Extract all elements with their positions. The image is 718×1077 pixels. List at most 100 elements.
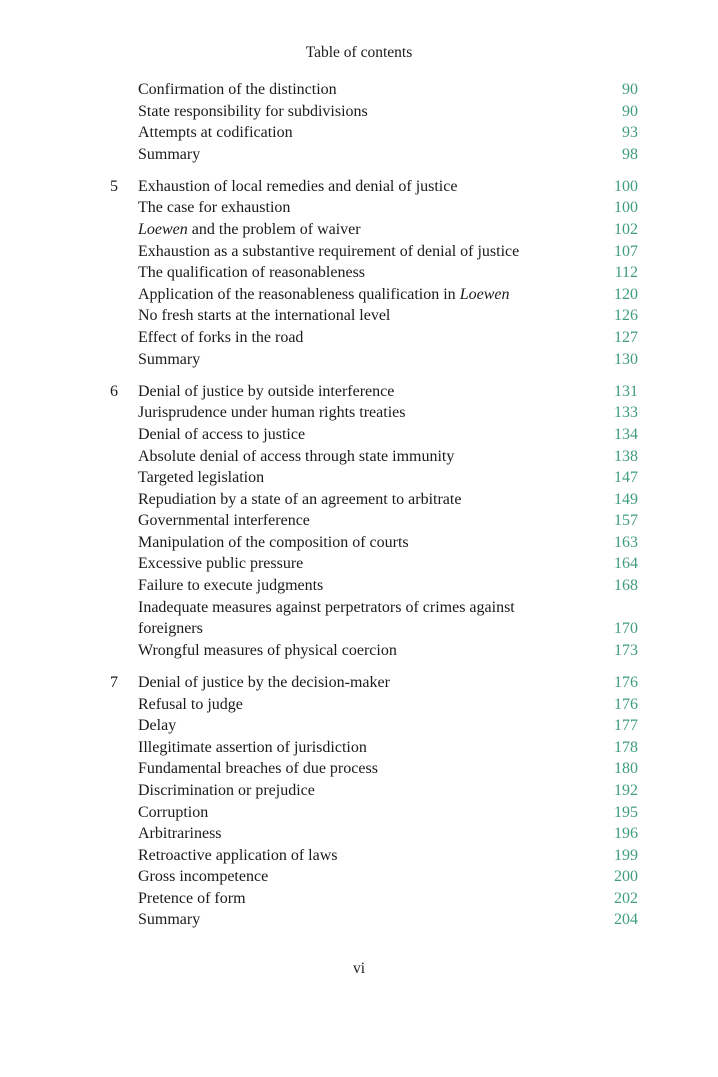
page-number-link[interactable]: 176 [614,673,638,691]
toc-entry[interactable]: Summary 204 [0,909,718,931]
page-number-link[interactable]: 98 [622,145,638,163]
toc-entry[interactable]: Illegitimate assertion of jurisdiction 17… [0,737,718,759]
toc-entry[interactable]: Summary 130 [0,349,718,371]
toc-entry[interactable]: Fundamental breaches of due process 180 [0,758,718,780]
entry-text: Application of the reasonableness qualif… [138,285,460,303]
page-number-link[interactable]: 168 [614,577,638,595]
entry-title: Refusal to judge [138,694,588,716]
toc-entry[interactable]: Governmental interference 157 [0,510,718,532]
toc-entry[interactable]: The qualification of reasonableness 112 [0,262,718,284]
page-number-link[interactable]: 90 [622,102,638,120]
page-number-link[interactable]: 202 [614,889,638,907]
page-number-link[interactable]: 199 [614,846,638,864]
entry-text: Repudiation by a state of an agreement t… [138,490,462,508]
page-number-link[interactable]: 102 [614,221,638,239]
entry-title: Inadequate measures against perpetrators… [138,597,588,640]
entry-text: Illegitimate assertion of jurisdiction [138,738,367,756]
page-number-link[interactable]: 112 [614,264,638,282]
toc-entry[interactable]: Inadequate measures against perpetrators… [0,597,718,640]
toc-entry[interactable]: Corruption 195 [0,802,718,824]
entry-title: Wrongful measures of physical coercion [138,640,588,662]
toc-entry[interactable]: 7 Denial of justice by the decision-maker… [0,672,718,694]
toc-entry[interactable]: Summary 98 [0,144,718,166]
toc-entry[interactable]: Denial of access to justice 134 [0,424,718,446]
toc-entry[interactable]: Excessive public pressure 164 [0,553,718,575]
toc-entry[interactable]: Exhaustion as a substantive requirement … [0,241,718,263]
toc-entry[interactable]: Attempts at codification 93 [0,122,718,144]
toc-entry[interactable]: Delay 177 [0,715,718,737]
toc-entry[interactable]: Confirmation of the distinction 90 [0,79,718,101]
toc-entry[interactable]: Wrongful measures of physical coercion 17… [0,640,718,662]
page-number-link[interactable]: 173 [614,641,638,659]
page-number-link[interactable]: 176 [614,695,638,713]
toc-entry[interactable]: 6 Denial of justice by outside interferen… [0,381,718,403]
page-number-link[interactable]: 192 [614,781,638,799]
entry-title: Denial of justice by the decision-maker [138,672,588,694]
entry-text: Failure to execute judgments [138,577,324,595]
entry-title: The qualification of reasonableness [138,262,588,284]
toc-entry[interactable]: Refusal to judge 176 [0,694,718,716]
page-number-link[interactable]: 107 [614,242,638,260]
entry-text: Corruption [138,803,209,821]
entry-text: Refusal to judge [138,695,243,713]
page-number-link[interactable]: 93 [622,124,638,142]
toc-entry[interactable]: Arbitrariness 196 [0,823,718,845]
page-number-link[interactable]: 131 [614,382,638,400]
toc-entry[interactable]: Discrimination or prejudice 192 [0,780,718,802]
entry-text: Delay [138,717,177,735]
toc-entry[interactable]: Loewen and the problem of waiver 102 [0,219,718,241]
page-number-link[interactable]: 130 [614,350,638,368]
toc-entry[interactable]: Effect of forks in the road 127 [0,327,718,349]
toc-entry[interactable]: State responsibility for subdivisions 90 [0,101,718,123]
toc-entry[interactable]: The case for exhaustion 100 [0,197,718,219]
entry-text: The qualification of reasonableness [138,264,366,282]
entry-text: Summary [138,145,201,163]
entry-text: Inadequate measures against perpetrators… [138,598,515,638]
page-number-link[interactable]: 138 [614,447,638,465]
page-number-link[interactable]: 157 [614,512,638,530]
toc-entry[interactable]: Manipulation of the composition of court… [0,532,718,554]
page-number-link[interactable]: 178 [614,738,638,756]
page-number-link[interactable]: 163 [614,533,638,551]
toc-entry[interactable]: Targeted legislation 147 [0,467,718,489]
page-number-link[interactable]: 164 [614,555,638,573]
toc-entry[interactable]: Gross incompetence 200 [0,866,718,888]
table-of-contents: Confirmation of the distinction 90 State r… [0,79,718,942]
entry-title: Summary [138,909,588,931]
page-number-link[interactable]: 195 [614,803,638,821]
entry-text: Denial of justice by the decision-maker [138,673,390,691]
page-number-link[interactable]: 147 [614,469,638,487]
entry-text: Manipulation of the composition of court… [138,533,409,551]
entry-title: Failure to execute judgments [138,575,588,597]
entry-title: Gross incompetence [138,866,588,888]
toc-entry[interactable]: Retroactive application of laws 199 [0,845,718,867]
entry-text: Denial of justice by outside interferenc… [138,382,395,400]
entry-title: Delay [138,715,588,737]
page-number-link[interactable]: 204 [614,911,638,929]
page-number-link[interactable]: 127 [614,329,638,347]
toc-entry[interactable]: No fresh starts at the international lev… [0,305,718,327]
page-number-link[interactable]: 90 [622,81,638,98]
page-number-link[interactable]: 180 [614,760,638,778]
toc-entry[interactable]: Repudiation by a state of an agreement t… [0,489,718,511]
entry-text: Summary [138,911,201,929]
toc-entry[interactable]: Application of the reasonableness qualif… [0,284,718,306]
toc-entry[interactable]: 5 Exhaustion of local remedies and denial… [0,176,718,198]
page-number-link[interactable]: 170 [614,620,638,638]
entry-text: Pretence of form [138,889,246,907]
page-number-link[interactable]: 126 [614,307,638,325]
page-number-link[interactable]: 196 [614,825,638,843]
page-number-link[interactable]: 100 [614,177,638,195]
toc-entry[interactable]: Pretence of form 202 [0,888,718,910]
page-number-link[interactable]: 120 [614,285,638,303]
page-number-link[interactable]: 133 [614,404,638,422]
page-number-link[interactable]: 149 [614,490,638,508]
toc-entry[interactable]: Jurisprudence under human rights treatie… [0,402,718,424]
page-number-link[interactable]: 100 [614,199,638,217]
toc-entry[interactable]: Failure to execute judgments 168 [0,575,718,597]
page-number-link[interactable]: 177 [614,717,638,735]
page-number-link[interactable]: 134 [614,425,638,443]
entry-text: No fresh starts at the international lev… [138,307,391,325]
page-number-link[interactable]: 200 [614,868,638,886]
toc-entry[interactable]: Absolute denial of access through state … [0,446,718,468]
